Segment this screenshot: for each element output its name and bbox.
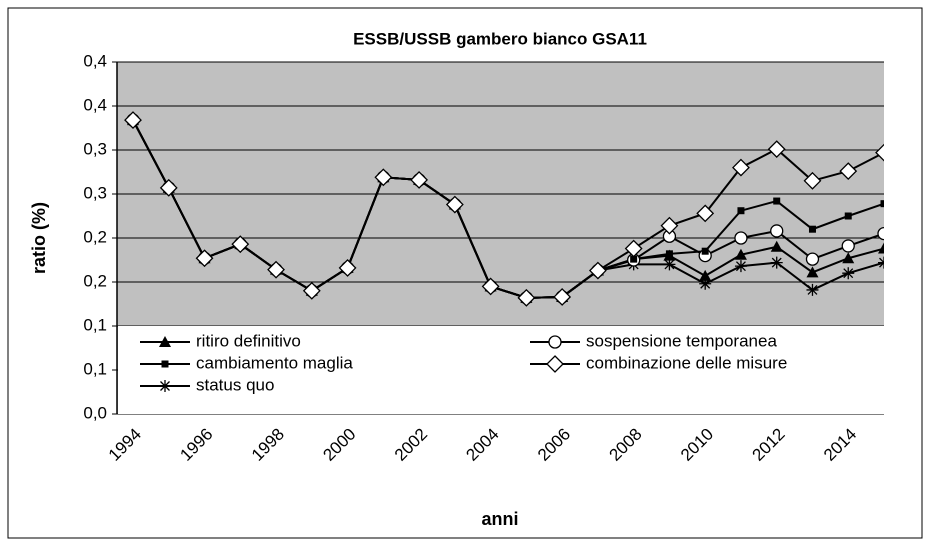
y-tick-label: 0,4 [83, 51, 107, 70]
marker [842, 252, 855, 264]
marker [624, 239, 643, 258]
marker [806, 283, 819, 296]
marker [517, 288, 536, 307]
marker [338, 259, 357, 277]
plot-series [124, 111, 884, 307]
marker [701, 247, 709, 255]
marker [734, 231, 748, 245]
marker [161, 360, 169, 368]
marker [267, 260, 285, 279]
marker [660, 216, 679, 235]
marker [803, 171, 822, 190]
marker [770, 256, 783, 269]
y-axis-label: ratio (%) [29, 202, 49, 274]
marker [159, 380, 171, 392]
marker [839, 162, 858, 181]
marker [878, 242, 884, 254]
y-tick-label: 0,1 [83, 315, 107, 334]
y-tick-label: 0,2 [83, 227, 107, 246]
legend-label: cambiamento maglia [196, 353, 353, 372]
chart-title: ESSB/USSB gambero bianco GSA11 [353, 29, 647, 48]
marker [699, 269, 712, 281]
marker [844, 212, 852, 220]
y-tick-label: 0,4 [83, 95, 107, 114]
marker [805, 252, 820, 266]
y-tick-label: 0,0 [83, 403, 107, 422]
marker [231, 235, 250, 254]
marker [806, 266, 819, 278]
legend-label: combinazione delle misure [586, 353, 787, 372]
marker [732, 158, 750, 177]
marker [737, 207, 745, 215]
y-tick-label: 0,3 [83, 183, 107, 202]
marker [663, 258, 676, 271]
series-line [132, 119, 884, 299]
marker [546, 355, 564, 373]
marker [302, 281, 321, 300]
marker [880, 200, 884, 208]
legend-label: sospensione temporanea [586, 331, 777, 350]
marker [767, 140, 786, 159]
marker [770, 240, 783, 252]
marker [877, 226, 884, 241]
y-tick-label: 0,2 [83, 271, 107, 290]
marker [773, 197, 781, 205]
marker [548, 335, 562, 349]
marker [553, 288, 572, 306]
marker [159, 336, 171, 347]
marker [195, 249, 214, 268]
y-tick-label: 0,1 [83, 359, 107, 378]
marker [696, 204, 715, 223]
marker [665, 250, 673, 258]
marker [481, 277, 500, 296]
marker [374, 168, 393, 187]
legend-label: ritiro definitivo [196, 331, 301, 350]
marker [770, 224, 784, 238]
marker [124, 111, 142, 129]
marker [699, 277, 712, 290]
x-axis-label: anni [481, 509, 518, 529]
marker [808, 225, 816, 233]
marker [842, 267, 855, 280]
marker [445, 195, 464, 214]
y-tick-label: 0,3 [83, 139, 107, 158]
marker [734, 248, 747, 260]
legend-box [118, 326, 884, 414]
marker [630, 255, 638, 263]
marker [841, 239, 855, 253]
marker [734, 260, 747, 273]
marker [410, 171, 429, 189]
marker [875, 143, 884, 162]
legend-label: status quo [196, 375, 274, 394]
marker [588, 261, 607, 280]
marker [159, 178, 178, 197]
